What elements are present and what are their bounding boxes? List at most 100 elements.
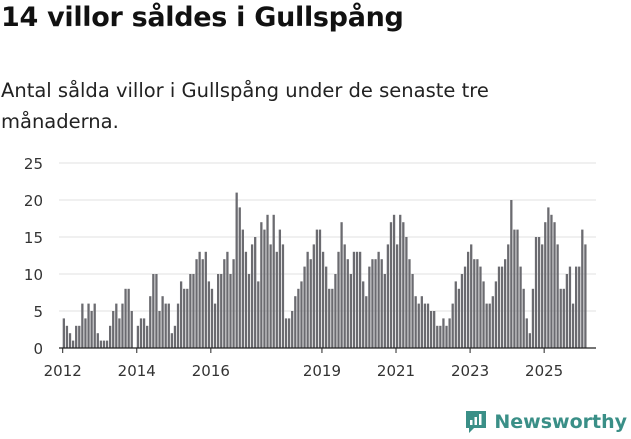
bar xyxy=(476,259,479,348)
bar xyxy=(229,274,232,348)
bar xyxy=(170,333,174,348)
bar xyxy=(426,303,430,348)
bar xyxy=(491,296,494,348)
bar xyxy=(260,222,263,348)
bar xyxy=(241,229,244,348)
bar xyxy=(99,340,103,348)
bar xyxy=(510,200,513,348)
bar xyxy=(411,274,414,348)
bar xyxy=(121,303,124,348)
bar xyxy=(380,259,383,348)
bar xyxy=(226,251,229,348)
bar xyxy=(71,340,75,348)
bar xyxy=(263,229,266,348)
bar xyxy=(223,259,226,348)
bar xyxy=(466,251,470,348)
bar xyxy=(537,237,541,348)
bar xyxy=(439,325,442,348)
bar xyxy=(90,311,93,348)
y-tick-label: 5 xyxy=(33,303,43,321)
bar xyxy=(559,288,562,348)
bar xyxy=(355,251,359,348)
bar xyxy=(93,303,96,348)
bar xyxy=(337,251,340,348)
bar xyxy=(568,266,572,348)
bar xyxy=(522,288,525,348)
bar xyxy=(584,244,587,348)
bar xyxy=(108,325,112,348)
bar xyxy=(553,222,556,348)
bar xyxy=(139,318,143,348)
x-tick-label: 2025 xyxy=(525,362,563,380)
bar xyxy=(186,288,189,348)
bar xyxy=(118,318,121,348)
bar xyxy=(68,333,72,348)
bar xyxy=(220,274,223,348)
bar xyxy=(164,303,167,348)
bar xyxy=(343,244,346,348)
bar xyxy=(463,266,467,348)
bar xyxy=(266,214,269,348)
bar xyxy=(96,333,99,348)
bar xyxy=(146,325,149,348)
bar xyxy=(62,318,65,348)
bar xyxy=(405,237,408,348)
bar xyxy=(201,259,204,348)
bar xyxy=(275,251,278,348)
bar xyxy=(448,318,451,348)
bar xyxy=(318,229,322,348)
bar xyxy=(158,311,161,348)
bar xyxy=(161,296,164,348)
bar xyxy=(306,251,309,348)
bar xyxy=(531,288,535,348)
bar xyxy=(297,288,300,348)
bar xyxy=(300,281,303,348)
x-tick-label: 2014 xyxy=(118,362,156,380)
bar xyxy=(112,311,115,348)
bar xyxy=(124,288,127,348)
bar xyxy=(516,229,519,348)
bar xyxy=(78,325,81,348)
bar xyxy=(84,318,87,348)
bar xyxy=(544,222,547,348)
bar xyxy=(457,288,461,348)
bar xyxy=(362,281,365,348)
bar xyxy=(581,229,584,348)
bar xyxy=(213,303,217,348)
bar xyxy=(331,288,334,348)
bar xyxy=(75,325,78,348)
bar xyxy=(414,296,417,348)
bar xyxy=(578,266,581,348)
bar xyxy=(340,222,343,348)
bar xyxy=(257,281,260,348)
bar xyxy=(451,303,454,348)
bar xyxy=(207,281,211,348)
bar xyxy=(272,214,275,348)
bar xyxy=(155,274,158,348)
bar xyxy=(278,229,282,348)
bar xyxy=(334,274,337,348)
bar xyxy=(210,288,214,348)
last-value-label: 14 xyxy=(578,0,597,4)
bar xyxy=(485,303,488,348)
bar xyxy=(130,311,133,348)
bar xyxy=(377,251,380,348)
bar xyxy=(346,259,349,348)
bar xyxy=(445,325,448,348)
x-axis-ticks: 2012 2014 2016 2019 2021 2023 2025 xyxy=(44,348,563,380)
bar xyxy=(541,244,544,348)
bar xyxy=(152,274,155,348)
bar xyxy=(429,311,433,348)
bar xyxy=(574,266,578,348)
bar xyxy=(528,333,531,348)
bar xyxy=(189,274,192,348)
bar xyxy=(497,266,501,348)
bar xyxy=(238,207,241,348)
bar xyxy=(328,288,331,348)
annotations: 14 xyxy=(578,0,597,4)
y-tick-label: 25 xyxy=(24,155,43,173)
bar xyxy=(399,214,402,348)
bar xyxy=(454,281,457,348)
bar xyxy=(507,244,510,348)
bar xyxy=(352,251,356,348)
